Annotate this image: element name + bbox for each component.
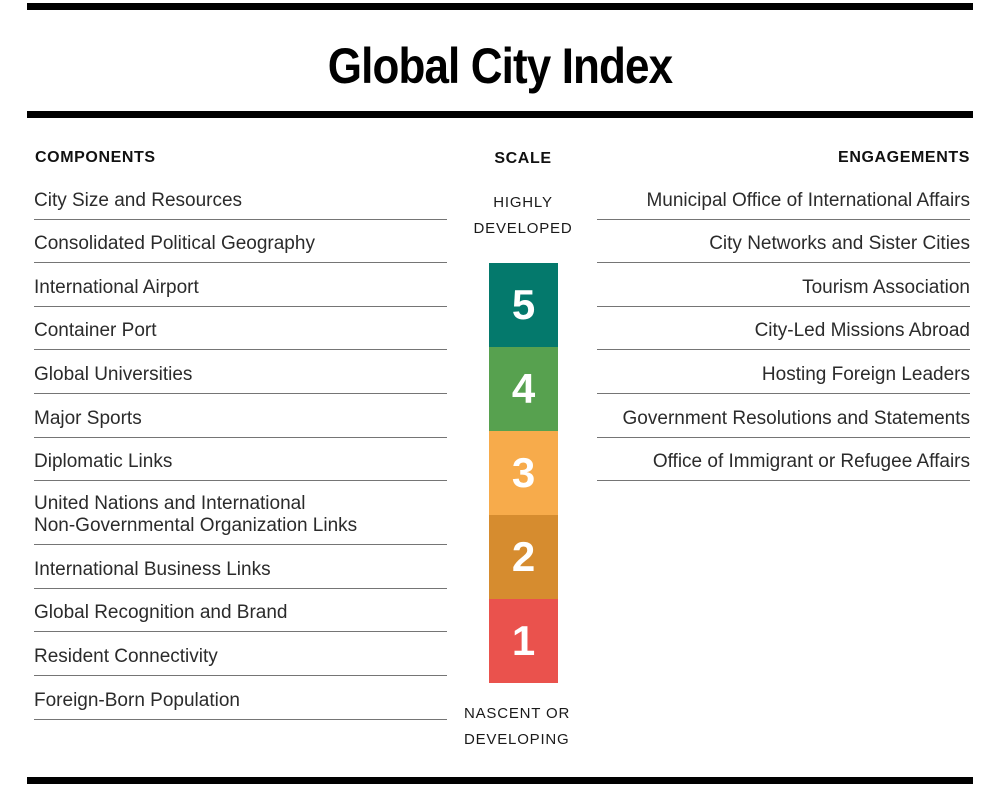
component-label: Resident Connectivity (34, 645, 218, 667)
components-header: COMPONENTS (35, 149, 156, 166)
component-label: Foreign-Born Population (34, 689, 240, 711)
component-label: Global Universities (34, 363, 193, 385)
component-label: International Business Links (34, 558, 271, 580)
scale-top-label: HIGHLY DEVELOPED (473, 194, 573, 237)
engagement-row: Office of Immigrant or Refugee Affairs (597, 438, 970, 482)
component-label: Diplomatic Links (34, 451, 173, 473)
component-label: Major Sports (34, 407, 142, 429)
engagement-label: Municipal Office of International Affair… (646, 189, 970, 211)
page-title: Global City Index (327, 38, 673, 94)
engagement-row: City-Led Missions Abroad (597, 307, 970, 351)
component-row: United Nations and International Non-Gov… (34, 481, 447, 546)
component-row: International Business Links (34, 545, 447, 589)
component-row: City Size and Resources (34, 176, 447, 220)
component-row: Consolidated Political Geography (34, 220, 447, 264)
component-label: International Airport (34, 276, 199, 298)
scale-level: 4 (489, 347, 558, 431)
component-row: Container Port (34, 307, 447, 351)
components-list: City Size and Resources Consolidated Pol… (34, 176, 447, 720)
engagement-label: City-Led Missions Abroad (754, 320, 970, 342)
component-label: United Nations and International Non-Gov… (34, 493, 358, 537)
scale-level: 3 (489, 431, 558, 515)
top-rule (27, 3, 973, 10)
component-row: Major Sports (34, 394, 447, 438)
scale-level: 2 (489, 515, 558, 599)
engagement-label: Office of Immigrant or Refugee Affairs (652, 451, 970, 473)
scale-level: 1 (489, 599, 558, 683)
scale-level-number: 4 (511, 365, 536, 412)
component-row: Global Universities (34, 350, 447, 394)
engagement-row: Tourism Association (597, 263, 970, 307)
bottom-rule (27, 777, 973, 784)
title-rule (27, 111, 973, 118)
scale-bar: 5 4 3 2 1 (489, 263, 558, 683)
engagements-list: Municipal Office of International Affair… (597, 176, 970, 482)
engagement-row: Municipal Office of International Affair… (597, 176, 970, 220)
component-label: Global Recognition and Brand (34, 602, 288, 624)
scale-level-number: 5 (511, 281, 536, 328)
component-label: Consolidated Political Geography (34, 233, 315, 255)
component-row: Resident Connectivity (34, 632, 447, 676)
engagement-label: Tourism Association (802, 276, 970, 298)
scale-level: 5 (489, 263, 558, 347)
engagement-row: City Networks and Sister Cities (597, 220, 970, 264)
component-label: Container Port (34, 320, 157, 342)
engagements-header: ENGAGEMENTS (838, 149, 970, 166)
scale-bottom-label: NASCENT OR DEVELOPING (464, 705, 571, 748)
component-row: Global Recognition and Brand (34, 589, 447, 633)
engagement-label: City Networks and Sister Cities (709, 233, 970, 255)
component-row: Diplomatic Links (34, 438, 447, 482)
engagement-row: Government Resolutions and Statements (597, 394, 970, 438)
scale-level-number: 2 (511, 533, 536, 580)
scale-header: SCALE (494, 150, 552, 167)
component-row: Foreign-Born Population (34, 676, 447, 720)
scale-level-number: 1 (511, 617, 536, 664)
engagement-label: Hosting Foreign Leaders (761, 363, 970, 385)
engagement-row: Hosting Foreign Leaders (597, 350, 970, 394)
component-row: International Airport (34, 263, 447, 307)
engagement-label: Government Resolutions and Statements (622, 407, 970, 429)
component-label: City Size and Resources (34, 189, 243, 211)
scale-level-number: 3 (511, 449, 536, 496)
